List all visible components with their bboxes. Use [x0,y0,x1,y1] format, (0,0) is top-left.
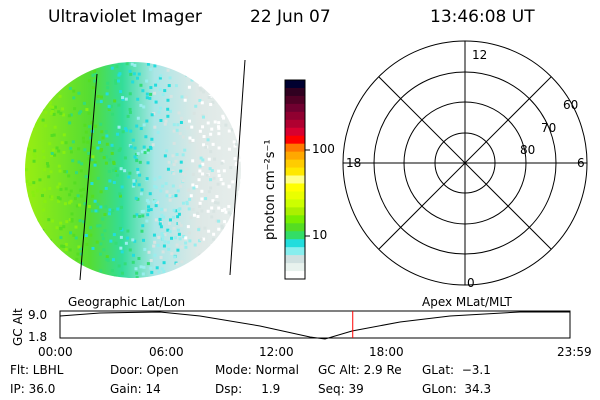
colorbar-swatch [285,175,305,184]
info-seq: Seq: 39 [318,382,364,396]
colorbar-swatch [285,191,305,200]
geo-label: Geographic Lat/Lon [68,295,186,309]
colorbar-swatch [285,271,305,280]
colorbar-swatch [285,247,305,256]
colorbar-swatch [285,143,305,153]
terminator-line [79,73,98,281]
info-gc-alt: GC Alt: 2.9 Re [318,363,402,377]
lat-label-60: 60 [563,98,579,112]
y-max-label: 9.0 [28,308,48,322]
colorbar-tick-100: 100 [312,142,335,156]
time-label: 13:46:08 UT [430,7,535,27]
limb-line [229,59,246,276]
x-tick-4: 23:59 [557,345,592,359]
date-label: 22 Jun 07 [250,7,331,27]
colorbar-swatch [285,263,305,272]
colorbar-swatch [285,231,305,240]
lat-label-80: 80 [520,143,536,157]
colorbar-swatch [285,183,305,192]
info-glon: GLon: 34.3 [422,382,492,396]
colorbar-swatch [285,111,305,121]
colorbar-swatch [285,151,305,161]
colorbar-swatch [285,95,305,105]
polar-grid [342,40,588,286]
colorbar-swatch [285,87,305,97]
colorbar-swatch [285,167,305,177]
colorbar-swatch [285,207,305,216]
earth-image [25,59,246,281]
info-glat: GLat: −3.1 [422,363,491,377]
info-filter: Flt: LBHL [10,363,64,377]
lat-label-70: 70 [541,121,557,135]
apex-label: Apex MLat/MLT [422,295,512,309]
colorbar-swatch [285,103,305,113]
mlt-label-0: 0 [467,276,475,290]
x-tick-3: 18:00 [369,345,404,359]
mlt-label-18: 18 [346,156,362,170]
mlt-label-6: 6 [577,156,585,170]
x-tick-0: 00:00 [38,345,73,359]
colorbar-swatch [285,119,305,129]
info-door: Door: Open [110,363,179,377]
colorbar-swatch [285,239,305,248]
colorbar-swatch [285,80,305,89]
gc-alt-axis-label: GC Alt [11,308,25,346]
colorbar-tick-10: 10 [312,228,328,242]
timeline-plot [59,310,571,340]
y-min-label: 1.8 [28,330,48,344]
colorbar [284,79,310,280]
info-dsp: Dsp: 1.9 [215,382,281,396]
info-ip: IP: 36.0 [10,382,56,396]
colorbar-swatch [285,159,305,169]
colorbar-swatch [285,215,305,224]
info-mode: Mode: Normal [215,363,299,377]
colorbar-swatch [285,127,305,137]
colorbar-label: photon cm⁻²s⁻¹ [263,139,278,240]
colorbar-swatch [285,199,305,208]
instrument-title: Ultraviolet Imager [48,7,202,27]
info-gain: Gain: 14 [110,382,161,396]
x-tick-2: 12:00 [259,345,294,359]
colorbar-swatch [285,255,305,264]
colorbar-swatch [285,135,305,145]
colorbar-swatch [285,223,305,232]
mlt-label-12: 12 [472,48,488,62]
x-tick-1: 06:00 [149,345,184,359]
